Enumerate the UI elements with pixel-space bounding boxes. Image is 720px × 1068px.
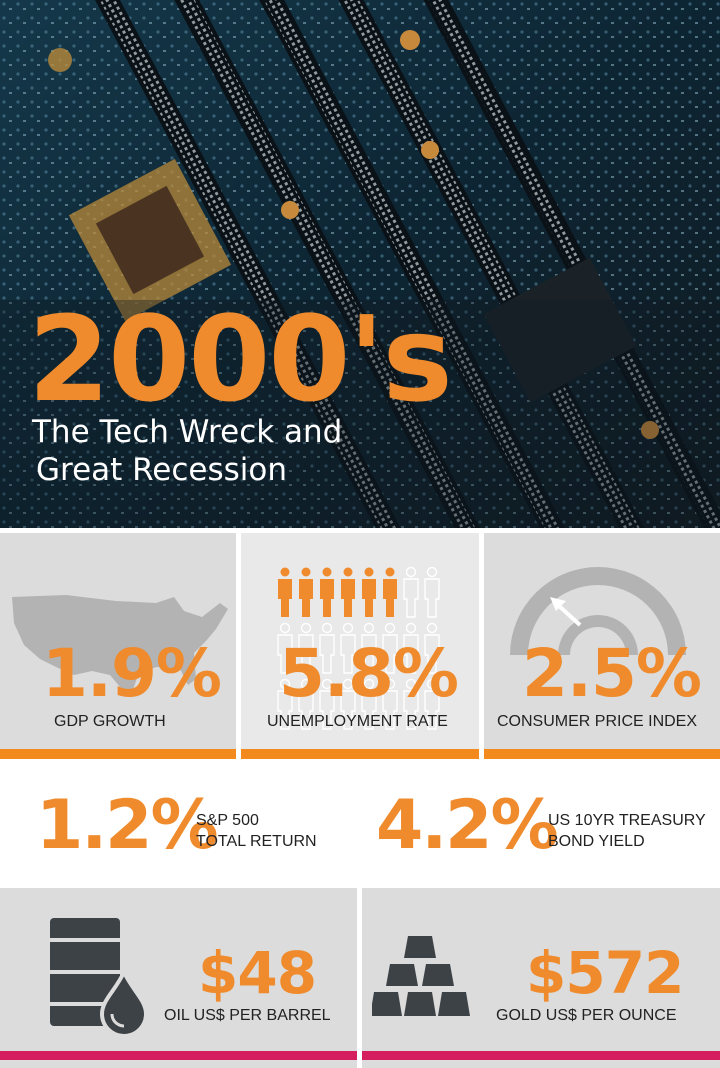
person-figure: [277, 622, 293, 674]
person-figure: [340, 622, 356, 674]
person-figure: [278, 567, 292, 617]
unemployment-panel: 5.8% UNEMPLOYMENT RATE: [241, 533, 479, 759]
oil-label: OIL US$ PER BARREL: [164, 1007, 331, 1024]
person-figure: [298, 622, 314, 674]
person-figure: [362, 567, 376, 617]
cpi-accent-bar: [484, 749, 720, 759]
gold-bars-icon: [372, 936, 470, 1016]
people-icon: [277, 567, 440, 730]
person-figure: [403, 622, 419, 674]
person-figure: [424, 622, 440, 674]
person-figure: [403, 678, 419, 730]
sp500-label-line2: TOTAL RETURN: [196, 833, 317, 850]
oil-accent-bar: [0, 1051, 357, 1060]
treasury-label-line2: BOND YIELD: [548, 833, 645, 850]
cpi-label: CONSUMER PRICE INDEX: [497, 713, 698, 730]
usa-map-icon: [12, 595, 228, 693]
gold-accent-bar: [362, 1051, 720, 1060]
sp500-label-line1: S&P 500: [196, 812, 259, 829]
unemployment-accent-bar: [241, 749, 479, 759]
gold-value: $572: [526, 939, 684, 1007]
gold-panel: $572 GOLD US$ PER OUNCE: [362, 888, 720, 1068]
person-figure: [277, 678, 293, 730]
person-figure: [361, 622, 377, 674]
sp500-value: 1.2%: [36, 786, 219, 865]
person-figure: [382, 678, 398, 730]
circuit-board-image: [0, 0, 720, 528]
hero-year: 2000's: [28, 290, 453, 428]
person-figure: [341, 567, 355, 617]
cpi-value: 2.5%: [522, 635, 702, 712]
gold-label: GOLD US$ PER OUNCE: [496, 1007, 677, 1024]
person-figure: [361, 678, 377, 730]
gdp-accent-bar: [0, 749, 236, 759]
person-figure: [320, 567, 334, 617]
hero-subtitle-line1: The Tech Wreck and: [32, 414, 343, 450]
oil-panel: $48 OIL US$ PER BARREL: [0, 888, 357, 1068]
middle-stats: [0, 760, 720, 887]
hero-banner: 2000's The Tech Wreck and Great Recessio…: [0, 0, 720, 528]
gdp-label: GDP GROWTH: [54, 713, 166, 730]
person-figure: [403, 567, 419, 618]
person-figure: [382, 622, 398, 674]
cpi-panel: 2.5% CONSUMER PRICE INDEX: [484, 533, 720, 759]
gdp-value: 1.9%: [42, 635, 222, 712]
person-figure: [383, 567, 397, 617]
oil-barrel-icon: [50, 918, 146, 1034]
hero-subtitle-line2: Great Recession: [36, 452, 288, 488]
unemployment-value: 5.8%: [279, 635, 459, 712]
gauge-icon: [510, 567, 686, 655]
person-figure: [424, 678, 440, 730]
treasury-label-line1: US 10YR TREASURY: [548, 812, 706, 829]
person-figure: [299, 567, 313, 617]
person-figure: [424, 567, 440, 618]
gdp-panel: 1.9% GDP GROWTH: [0, 533, 236, 759]
person-figure: [298, 678, 314, 730]
person-figure: [319, 622, 335, 674]
unemployment-label: UNEMPLOYMENT RATE: [267, 713, 448, 730]
person-figure: [340, 678, 356, 730]
person-figure: [319, 678, 335, 730]
oil-value: $48: [198, 939, 317, 1007]
treasury-value: 4.2%: [376, 786, 559, 865]
